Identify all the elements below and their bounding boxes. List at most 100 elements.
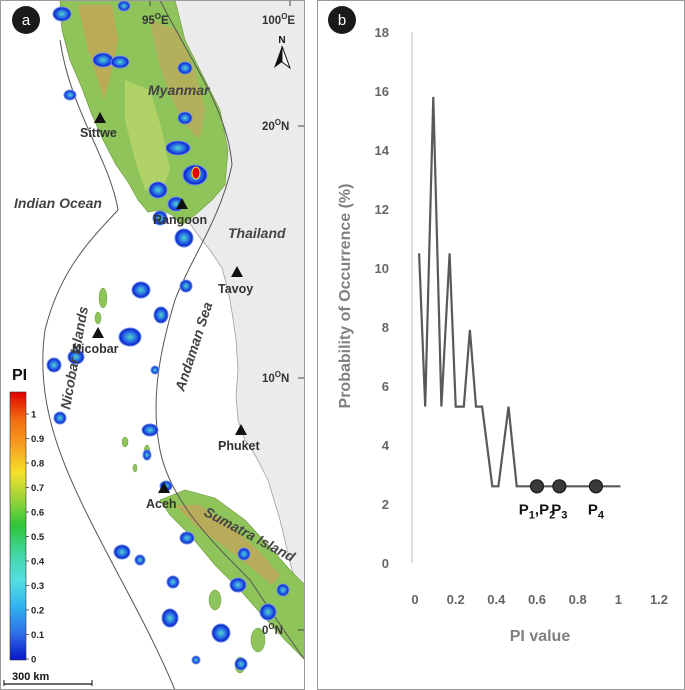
sumatra-highlands	[175, 505, 280, 585]
coord-100e: 100OE	[262, 12, 295, 27]
panel-a-badge-label: a	[22, 12, 31, 29]
pi-hotspot	[117, 0, 131, 12]
pi-hotspot	[67, 349, 85, 365]
pi-hotspot	[141, 423, 159, 437]
pi-hotspot	[134, 554, 146, 566]
y-tick-label: 6	[382, 379, 389, 394]
legend-title: PI	[12, 367, 27, 384]
pi-hotspot	[131, 281, 151, 299]
pi-hotspot	[237, 547, 251, 561]
panel-b-badge	[328, 6, 356, 34]
y-tick-label: 4	[382, 438, 390, 453]
city-markers	[92, 112, 247, 493]
x-tick-label: 0	[411, 592, 418, 607]
pi-hotspot	[150, 365, 160, 375]
coord-10n: 10ON	[262, 370, 289, 385]
legend-tick-label: 0.8	[31, 459, 44, 470]
pi-hotspot	[165, 140, 191, 156]
x-tick-label: 0.6	[528, 592, 546, 607]
coord-0n: 0ON	[262, 622, 283, 637]
pi-hotspot	[161, 608, 179, 628]
city-aceh: Aceh	[146, 497, 177, 511]
pi-hotspot	[142, 449, 152, 461]
legend-tick-label: 0.5	[31, 532, 45, 543]
x-tick-label: 0.8	[569, 592, 587, 607]
label-thailand: Thailand	[228, 225, 286, 241]
x-tick-label: 1.2	[650, 592, 668, 607]
pi-hotspot	[179, 531, 195, 545]
point-markers	[529, 479, 604, 494]
pi-hotspot	[229, 577, 247, 593]
region-boundary-east	[155, 0, 305, 661]
legend-tick-label: 0.2	[31, 606, 44, 617]
city-sittwe: Sittwe	[80, 126, 117, 140]
legend-ticks: 1 0.9 0.8 0.7 0.6 0.5 0.4 0.3 0.2 0.1 0	[26, 410, 45, 666]
pi-hotspot	[148, 181, 168, 199]
pi-hotspot	[166, 575, 180, 589]
islands	[94, 287, 266, 674]
point-label: P3	[551, 501, 567, 521]
pi-hotspot	[174, 228, 194, 248]
map-panel: a Myanmar Indian Ocean Thailand Nicobar …	[0, 0, 305, 690]
pi-hotspot	[177, 61, 193, 75]
legend-tick-label: 0.9	[31, 434, 44, 445]
y-tick-label: 18	[375, 25, 389, 40]
coord-95e: 95OE	[142, 12, 169, 27]
x-tick-label: 0.4	[487, 592, 506, 607]
pi-hotspot	[118, 327, 142, 347]
y-tick-label: 2	[382, 497, 389, 512]
y-tick-label: 16	[375, 84, 389, 99]
y-tick-label: 12	[375, 202, 389, 217]
city-rangoon: Rangoon	[153, 213, 207, 227]
legend-tick-label: 0.6	[31, 508, 44, 519]
pi-hotspot	[259, 603, 277, 621]
legend-tick-label: 0	[31, 655, 36, 666]
pi-hotspot	[46, 357, 62, 373]
pi-hotspot	[179, 279, 193, 293]
point-marker	[529, 479, 545, 494]
pi-hotspot	[92, 52, 114, 68]
pi-hotspot	[53, 411, 67, 425]
y-tick-label: 0	[382, 556, 389, 571]
region-boundary-west	[42, 39, 176, 690]
series-line	[418, 96, 621, 488]
label-indian-ocean: Indian Ocean	[14, 195, 102, 211]
legend-tick-label: 0.3	[31, 581, 44, 592]
coord-20n: 20ON	[262, 118, 289, 133]
myanmar-highlands-east	[150, 20, 205, 140]
point-marker	[552, 479, 567, 494]
pi-hotspot	[110, 55, 130, 69]
y-tick-labels: 0 2 4 6 8 10 12 14 16 18	[375, 25, 390, 571]
pi-hotspot	[191, 655, 201, 665]
legend-tick-label: 0.1	[31, 630, 45, 641]
city-phuket: Phuket	[218, 439, 261, 453]
myanmar-lowland	[125, 80, 170, 195]
pi-hotspot	[276, 583, 290, 597]
x-axis-title: PI value	[510, 628, 571, 645]
pi-hotspot-max	[191, 166, 201, 180]
pi-hotspots	[46, 0, 290, 671]
pi-hotspot	[211, 623, 231, 643]
y-axis-title: Probability of Occurrence (%)	[337, 184, 354, 409]
city-tavoy: Tavoy	[218, 282, 253, 296]
panel-b-badge-label: b	[338, 12, 346, 29]
pi-hotspot	[52, 6, 72, 22]
myanmar-highlands	[78, 5, 118, 100]
chart-frame	[317, 0, 685, 690]
pi-hotspot	[234, 657, 248, 671]
pi-hotspot	[153, 306, 169, 324]
legend-colorbar	[9, 391, 27, 661]
pi-hotspot	[113, 544, 131, 560]
panel-a-badge	[12, 6, 40, 34]
x-tick-label: 1	[615, 592, 622, 607]
city-nicobar: Nicobar	[72, 342, 119, 356]
legend-tick-label: 0.7	[31, 483, 44, 494]
point-marker	[588, 479, 604, 494]
x-tick-labels: 0 0.2 0.4 0.6 0.8 1 1.2	[411, 592, 668, 607]
legend-tick-label: 1	[31, 410, 37, 421]
pi-hotspot	[63, 89, 77, 101]
pi-hotspot	[177, 111, 193, 125]
y-tick-label: 14	[375, 143, 390, 158]
point-label: P1,P2	[519, 501, 555, 521]
